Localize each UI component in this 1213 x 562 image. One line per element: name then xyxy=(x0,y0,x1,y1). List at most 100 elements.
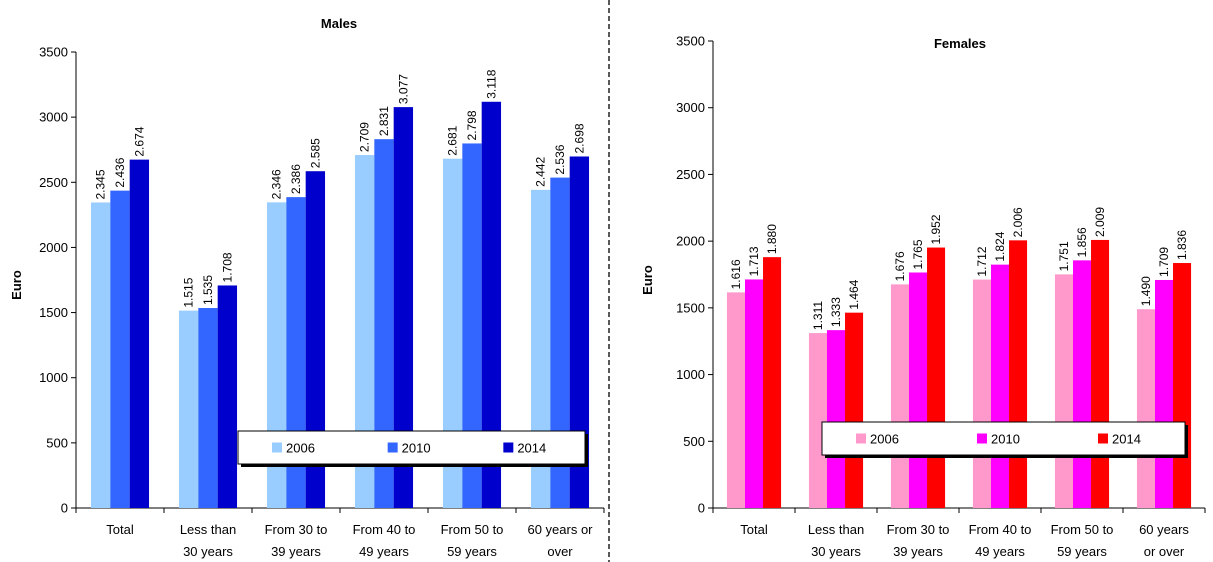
females-data-label: 1.836 xyxy=(1175,230,1189,260)
males-legend-swatch-2014 xyxy=(503,442,514,453)
males-data-label: 2.674 xyxy=(132,126,146,156)
females-legend-box xyxy=(821,421,1186,456)
females-data-label: 1.712 xyxy=(975,246,989,276)
males-category-label: over xyxy=(547,544,573,559)
females-bar-2006 xyxy=(1054,274,1073,508)
males-category-label: 39 years xyxy=(271,544,321,559)
males-bar-2010 xyxy=(462,143,482,508)
males-data-label: 1.515 xyxy=(182,277,196,307)
males-data-label: 2.386 xyxy=(289,164,303,194)
males-category-label: Less than xyxy=(180,522,236,537)
females-data-label: 1.676 xyxy=(893,251,907,281)
males-y-tick-label: 0 xyxy=(61,501,68,516)
females-chart: Females Euro 0 500 1000 1500 2000 2500 3000 350… xyxy=(640,34,1206,559)
males-bar-2006 xyxy=(354,155,375,508)
females-data-label: 1.490 xyxy=(1139,276,1153,306)
females-legend-label: 2006 xyxy=(870,432,899,447)
males-bar-2014 xyxy=(481,101,502,509)
females-bar-2010 xyxy=(990,264,1010,508)
females-bar-2010 xyxy=(826,330,846,508)
females-category-label: 59 years xyxy=(1057,544,1107,559)
males-chart: Males Euro 0500100015002000250030003500 … xyxy=(9,16,605,559)
males-y-tick-label: 1000 xyxy=(39,370,68,385)
females-data-label: 1.333 xyxy=(829,297,843,327)
females-y-tick-label: 1000 xyxy=(676,367,705,382)
females-legend-label: 2010 xyxy=(991,432,1020,447)
females-data-label: 1.765 xyxy=(911,239,925,269)
females-category-label: From 50 to xyxy=(1051,522,1114,537)
males-y-tick-label: 2000 xyxy=(39,240,68,255)
males-y-tick-label: 1500 xyxy=(39,305,68,320)
females-data-label: 1.880 xyxy=(765,224,779,254)
males-data-label: 2.698 xyxy=(572,123,586,153)
females-category-label: 30 years xyxy=(811,544,861,559)
females-data-label: 1.713 xyxy=(747,246,761,276)
females-x-axis xyxy=(712,507,1206,513)
males-y-axis-label: Euro xyxy=(9,270,24,300)
females-legend-swatch-2006 xyxy=(856,433,866,444)
males-y-tick-label: 500 xyxy=(46,435,68,450)
females-y-axis: 0 500 1000 1500 2000 2500 3000 3500 xyxy=(676,34,714,516)
females-data-label: 1.856 xyxy=(1075,227,1089,257)
females-bars xyxy=(726,239,1192,508)
females-y-tick-label: 0 xyxy=(698,501,705,516)
females-bar-2014 xyxy=(845,312,864,508)
males-y-axis: 0 500 1000 1500 2000 2500 3000 3500 xyxy=(39,45,77,516)
males-x-axis xyxy=(75,507,605,513)
males-legend-label: 2014 xyxy=(517,441,546,456)
females-data-label: 1.616 xyxy=(729,259,743,289)
females-y-tick-label: 1500 xyxy=(676,300,705,315)
males-category-label: 60 years or xyxy=(527,522,593,537)
males-data-labels: 2.345 2.436 2.674 1.515 1.535 1.708 2.346 2.386… xyxy=(94,69,587,307)
females-bar-2006 xyxy=(808,333,827,508)
females-bar-2014 xyxy=(763,257,782,508)
males-y-tick-label: 3000 xyxy=(39,110,68,125)
females-legend: 2006 2010 2014 xyxy=(821,421,1188,458)
females-category-label: 39 years xyxy=(893,544,943,559)
females-y-axis-label: Euro xyxy=(640,265,655,295)
males-data-label: 2.345 xyxy=(94,169,108,199)
females-bar-2010 xyxy=(908,272,928,508)
females-y-tick-label: 3500 xyxy=(676,34,705,49)
females-category-labels: Total Less than 30 years From 30 to 39 years… xyxy=(740,522,1189,559)
males-legend-label: 2006 xyxy=(286,441,315,456)
males-category-label: 30 years xyxy=(183,544,233,559)
males-bar-2010 xyxy=(286,197,306,508)
males-data-label: 2.798 xyxy=(465,110,479,140)
males-bar-2006 xyxy=(90,202,111,509)
females-bar-2014 xyxy=(1009,240,1028,508)
males-y-tick-label: 3500 xyxy=(39,45,68,60)
females-data-label: 1.751 xyxy=(1057,241,1071,271)
females-legend-swatch-2014 xyxy=(1098,433,1108,444)
males-data-label: 1.708 xyxy=(220,252,234,282)
males-chart-title: Males xyxy=(321,16,357,31)
males-bar-2006 xyxy=(178,310,199,508)
males-legend-box xyxy=(237,430,586,465)
females-data-label: 1.311 xyxy=(811,301,825,330)
females-bar-2014 xyxy=(927,247,946,508)
males-bar-2014 xyxy=(217,285,238,508)
males-bar-2014 xyxy=(305,171,326,508)
females-data-label: 1.709 xyxy=(1157,247,1171,277)
males-data-label: 2.442 xyxy=(534,156,548,186)
females-bar-2010 xyxy=(1072,260,1092,508)
females-data-label: 1.824 xyxy=(993,231,1007,261)
females-bar-2006 xyxy=(972,279,991,508)
females-data-label: 1.952 xyxy=(929,214,943,244)
females-category-label: From 30 to xyxy=(887,522,950,537)
males-category-label: From 30 to xyxy=(265,522,328,537)
males-data-label: 2.346 xyxy=(270,169,284,199)
females-category-label: 49 years xyxy=(975,544,1025,559)
males-category-label: From 50 to xyxy=(441,522,504,537)
females-bar-2010 xyxy=(1154,279,1174,508)
males-bar-2010 xyxy=(550,177,570,508)
males-data-label: 1.535 xyxy=(201,275,215,305)
males-bar-2014 xyxy=(393,107,414,509)
females-data-label: 2.006 xyxy=(1011,207,1025,237)
males-data-label: 2.436 xyxy=(113,157,127,187)
males-data-label: 2.831 xyxy=(377,106,391,136)
males-bar-2014 xyxy=(129,159,150,508)
males-bar-2010 xyxy=(198,308,218,508)
females-category-label: Less than xyxy=(808,522,864,537)
